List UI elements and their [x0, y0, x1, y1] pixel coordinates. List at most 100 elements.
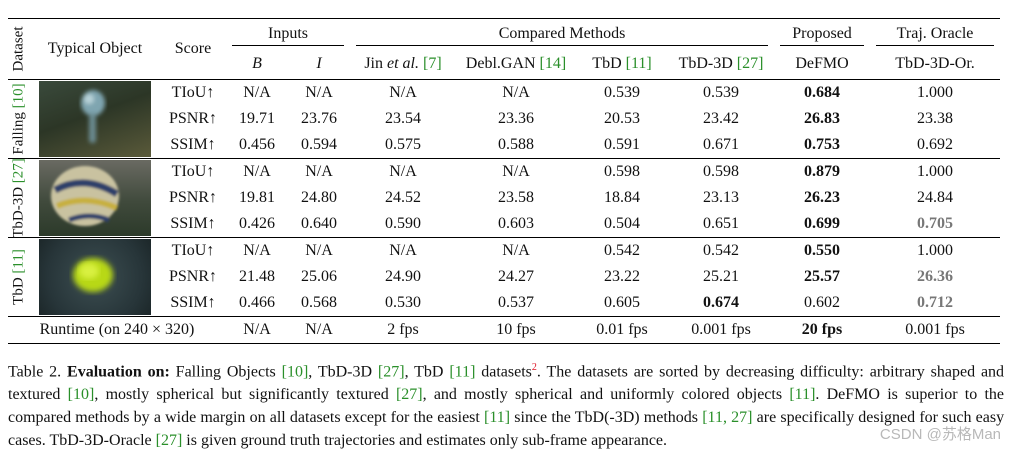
table-cell: 24.90: [385, 268, 421, 285]
table-cell: 24.27: [498, 268, 534, 285]
table-cell: SSIM↑: [170, 136, 216, 153]
table-cell: 25.06: [301, 268, 337, 285]
table-cell: 23.13: [703, 189, 740, 206]
table-cell: 2 fps: [387, 321, 419, 338]
table-cell: 0.684: [804, 84, 841, 101]
table-cell: 20.53: [604, 110, 640, 127]
table-cell: N/A: [502, 163, 530, 180]
inputs-header: Inputs: [226, 19, 350, 50]
header-row-2: B I Jin et al. [7] Debl.GAN [14] TbD [11…: [8, 49, 1000, 80]
table-cell: 23.76: [301, 110, 337, 127]
col-b: B: [252, 55, 262, 72]
table-cell: N/A: [305, 242, 333, 259]
table-cell: 0.530: [385, 294, 421, 311]
table-cell: 0.537: [498, 294, 534, 311]
table-cell: 0.605: [604, 294, 640, 311]
header-row-1: Dataset Typical Object Score Inputs Comp…: [8, 18, 1001, 71]
table-cell: 1.000: [917, 242, 954, 259]
table-row: SSIM↑ 0.466 0.568 0.530 0.537 0.605 0.674 0.6…: [8, 290, 1000, 317]
table-row: PSNR↑ 21.48 25.06 24.90 24.27 23.22 25.21 25.…: [8, 264, 1000, 290]
table-cell: 0.466: [239, 294, 275, 311]
table-cell: 0.568: [301, 294, 337, 311]
table-cell: N/A: [243, 163, 271, 180]
table-row: TbD [11] TIoU↑ N/A N/A N/A N/A 0.542 0.542 0.…: [8, 237, 1001, 315]
col-tbd: TbD [11]: [592, 55, 652, 72]
table-cell: SSIM↑: [170, 215, 216, 232]
table-cell: 0.504: [604, 215, 640, 232]
table-cell: 0.542: [604, 242, 640, 259]
table-cell: 23.38: [917, 110, 954, 127]
table-cell: 0.699: [804, 215, 841, 232]
typical-object-header: Typical Object: [47, 40, 143, 57]
table-cell: 0.598: [703, 163, 740, 180]
table-cell: N/A: [243, 242, 271, 259]
table-cell: 0.591: [604, 136, 640, 153]
col-defmo: DeFMO: [795, 55, 849, 72]
table-cell: 1.000: [917, 84, 954, 101]
table-cell: 25.57: [804, 268, 841, 285]
table-cell: 23.58: [498, 189, 534, 206]
table-cell: 0.692: [917, 136, 954, 153]
dataset-label-tbd3d: TbD-3D [27]: [10, 158, 27, 238]
table-cell: 24.52: [385, 189, 421, 206]
traj-oracle-header: Traj. Oracle: [870, 19, 1000, 50]
dataset-header: Dataset: [10, 26, 27, 72]
col-jin: Jin et al. [7]: [364, 55, 442, 72]
table-cell: TIoU↑: [171, 242, 215, 259]
table-row: Falling [10] TIoU↑ N/A N/A N/A N/A 0.539: [8, 79, 1001, 157]
table-cell: 0.575: [385, 136, 421, 153]
col-tbd3d: TbD-3D [27]: [678, 55, 764, 72]
col-deblgan: Debl.GAN [14]: [465, 55, 567, 72]
tennis-ball-icon: [73, 258, 113, 292]
table-cell: 23.36: [498, 110, 534, 127]
table-cell: 0.539: [703, 84, 740, 101]
table-cell: 26.23: [804, 189, 841, 206]
table-cell: 23.22: [604, 268, 640, 285]
table-cell: 18.84: [604, 189, 640, 206]
table-cell: PSNR↑: [168, 110, 218, 127]
table-cell: 0.598: [604, 163, 640, 180]
table-cell: 0.594: [301, 136, 337, 153]
table-cell: 21.48: [239, 268, 275, 285]
table-cell: 0.542: [703, 242, 740, 259]
table-cell: 25.21: [703, 268, 740, 285]
table-cell: N/A: [389, 84, 417, 101]
volleyball-icon: [51, 166, 119, 226]
table-cell: 1.000: [917, 163, 954, 180]
table-cell: 24.84: [917, 189, 954, 206]
table-cell: N/A: [502, 84, 530, 101]
table-cell: N/A: [502, 242, 530, 259]
runtime-label: Runtime (on 240 × 320): [39, 321, 195, 338]
table-cell: 23.42: [703, 110, 740, 127]
tennis-ball-thumbnail: [30, 238, 160, 317]
table-cell: 26.36: [917, 268, 954, 285]
table-cell: 0.01 fps: [596, 321, 648, 338]
proposed-header: Proposed: [774, 19, 870, 50]
table-cell: N/A: [305, 321, 333, 338]
table-cell: 19.81: [239, 189, 275, 206]
table-cell: 0.712: [917, 294, 954, 311]
table-cell: N/A: [243, 84, 271, 101]
table-cell: 10 fps: [496, 321, 536, 338]
table-cell: 0.001 fps: [691, 321, 751, 338]
table-cell: 24.80: [301, 189, 337, 206]
col-i: I: [316, 55, 322, 72]
table-cell: N/A: [305, 163, 333, 180]
table-cell: PSNR↑: [168, 268, 218, 285]
falling-object-thumbnail: [30, 80, 160, 159]
oracle-cmidrule: [876, 44, 995, 46]
col-oracle: TbD-3D-Or.: [895, 55, 975, 72]
table-cell: 0.674: [703, 294, 740, 311]
dataset-label-tbd: TbD [11]: [10, 249, 27, 305]
table-cell: N/A: [243, 321, 271, 338]
compared-cmidrule: [356, 44, 769, 46]
table-cell: 23.54: [385, 110, 421, 127]
table-cell: 0.588: [498, 136, 534, 153]
table-cell: 0.640: [301, 215, 337, 232]
table-row: PSNR↑ 19.71 23.76 23.54 23.36 20.53 23.42 26.…: [8, 106, 1000, 132]
table-cell: 0.671: [703, 136, 740, 153]
table-cell: 0.539: [604, 84, 640, 101]
compared-methods-header: Compared Methods: [350, 19, 774, 50]
table-cell: N/A: [389, 163, 417, 180]
table-cell: 0.651: [703, 215, 740, 232]
